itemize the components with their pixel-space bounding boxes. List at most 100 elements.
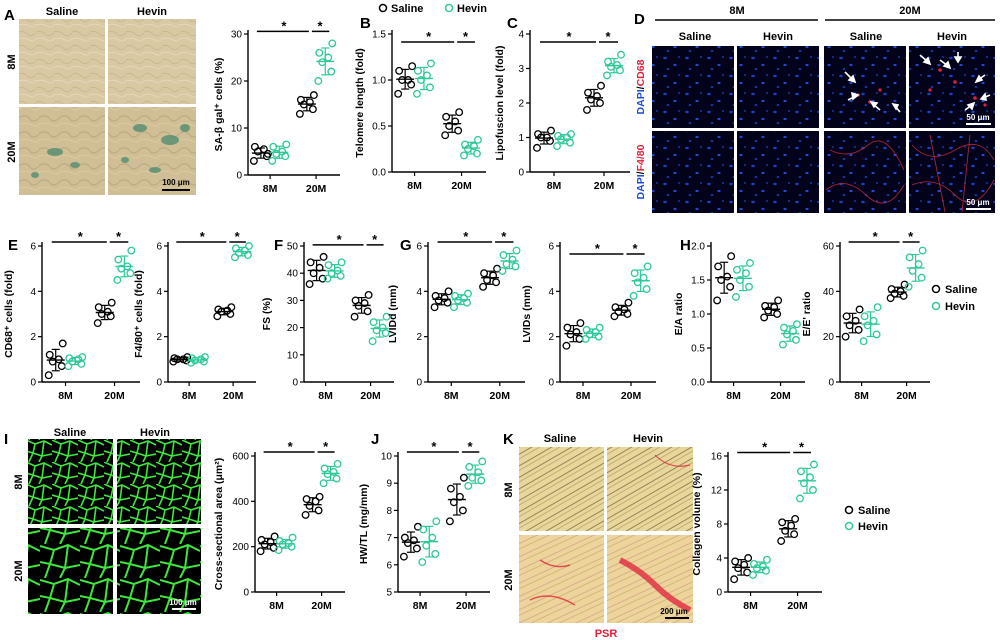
legend-hevin-marker <box>444 3 454 13</box>
data-point-saline-8m <box>534 130 542 138</box>
data-point-hevin-8m <box>419 525 428 534</box>
data-point-hevin-20m <box>809 486 817 494</box>
chart-k-collagen: 0 4 8 12 16 8M 20M Collagen volume (%) * * <box>691 440 822 612</box>
x-tick-label: 20M <box>456 600 477 612</box>
data-point-hevin-20m <box>319 479 328 488</box>
x-tick-label: 8M <box>444 390 459 402</box>
data-point-saline-20m <box>887 285 896 294</box>
data-point-hevin-20m <box>908 266 917 275</box>
significance-star: * <box>431 439 437 454</box>
data-point-hevin-20m <box>474 135 482 144</box>
row-label-8m: 8M <box>13 474 25 489</box>
data-point-hevin-20m <box>613 61 621 70</box>
x-tick-label: 20M <box>490 390 511 402</box>
data-point-hevin-8m <box>414 66 422 75</box>
data-point-hevin-8m <box>186 358 195 367</box>
y-tick-label: 3 <box>518 64 524 75</box>
data-point-saline-20m <box>364 291 373 299</box>
y-tick-label: 50 <box>287 242 299 253</box>
data-point-hevin-20m <box>465 462 474 471</box>
data-point-hevin-20m <box>368 337 377 346</box>
y-tick-label: 2 <box>156 332 162 343</box>
row-label-8m: 8M <box>6 54 18 69</box>
chart-e-cd68: 0 2 4 6 8M 20M CD68⁺ cells (fold) E * * <box>3 229 140 402</box>
y-tick-label: 1.5 <box>372 30 386 41</box>
legend-hevin-label: Hevin <box>858 521 888 533</box>
legend-saline-label: Saline <box>945 284 977 296</box>
chart-c-lipofuscin: 0 1 2 3 4 8M 20M Lipofuscion level (fold) C * * <box>494 15 630 192</box>
data-point-hevin-8m <box>732 293 740 301</box>
data-point-hevin-8m <box>337 258 346 267</box>
data-point-saline-20m <box>770 303 779 312</box>
data-point-saline-8m <box>547 126 555 135</box>
data-point-hevin-20m <box>800 479 808 488</box>
data-point-hevin-8m <box>413 89 421 98</box>
data-point-hevin-8m <box>582 325 591 334</box>
data-point-saline-8m <box>543 133 551 142</box>
data-point-saline-20m <box>583 105 591 114</box>
data-point-hevin-8m <box>274 546 283 555</box>
data-point-hevin-20m <box>642 285 651 294</box>
data-point-hevin-20m <box>498 266 507 275</box>
panel-letter-b: B <box>360 15 371 32</box>
data-point-hevin-8m <box>418 558 427 567</box>
data-point-saline-8m <box>319 252 328 261</box>
y-axis-label: E/E' ratio <box>801 291 813 336</box>
data-point-saline-8m <box>855 305 864 314</box>
data-point-saline-8m <box>851 316 860 325</box>
data-point-saline-20m <box>295 109 304 118</box>
data-point-saline-20m <box>597 81 605 90</box>
data-point-saline-8m <box>404 76 413 84</box>
data-point-hevin-8m <box>268 156 277 165</box>
y-tick-label: 200 <box>232 542 249 553</box>
age-label-8m: 8M <box>729 5 744 17</box>
data-point-hevin-20m <box>230 253 239 262</box>
data-point-saline-20m <box>451 117 460 126</box>
data-point-hevin-8m <box>74 355 83 364</box>
data-point-saline-20m <box>227 303 236 312</box>
x-tick-label: 20M <box>621 390 642 402</box>
data-point-hevin-20m <box>240 246 249 255</box>
panel-letter-i: I <box>4 431 8 448</box>
data-point-saline-8m <box>409 536 418 545</box>
data-point-saline-8m <box>394 89 403 98</box>
significance-star: * <box>323 439 329 454</box>
data-point-saline-8m <box>263 149 272 158</box>
panel-letter-k: K <box>503 431 514 448</box>
y-tick-label: 400 <box>232 497 249 508</box>
data-point-saline-20m <box>479 282 488 291</box>
y-tick-label: 6 <box>548 242 554 253</box>
data-point-saline-20m <box>459 473 468 482</box>
data-point-saline-20m <box>314 506 323 515</box>
arrow-icons <box>844 52 991 113</box>
data-point-hevin-8m <box>284 539 293 548</box>
data-point-saline-20m <box>778 518 787 527</box>
col-label-saline: Saline <box>54 427 86 439</box>
x-tick-label: 8M <box>854 390 869 402</box>
y-tick-label: 1.5 <box>691 276 705 287</box>
data-point-hevin-8m <box>464 289 472 298</box>
y-tick-label: 0 <box>236 171 242 182</box>
scale-bar-label: 100 μm <box>162 178 190 187</box>
data-point-saline-20m <box>305 501 314 510</box>
y-tick-label: 0 <box>716 588 722 599</box>
x-tick-label: 20M <box>787 600 808 612</box>
data-point-saline-20m <box>360 299 369 308</box>
data-point-hevin-20m <box>231 244 240 253</box>
data-point-hevin-8m <box>324 261 333 269</box>
data-point-hevin-20m <box>629 291 638 300</box>
fluor-cd68-8m-saline <box>652 46 734 128</box>
data-point-saline-20m <box>480 269 489 278</box>
chart-i-csa: 0 200 400 600 8M 20M Cross-sectional area (μm²… <box>213 439 345 612</box>
data-point-hevin-20m <box>917 273 926 282</box>
data-point-saline-20m <box>777 537 786 545</box>
data-point-saline-8m <box>730 575 739 584</box>
y-tick-label: 0 <box>156 378 162 389</box>
x-tick-label: 8M <box>58 390 73 402</box>
data-point-hevin-20m <box>604 57 612 66</box>
data-point-saline-8m <box>259 145 268 154</box>
data-point-saline-8m <box>430 303 439 312</box>
data-point-saline-20m <box>94 303 103 312</box>
y-tick-label: 6 <box>156 242 162 253</box>
data-point-saline-8m <box>533 143 541 152</box>
